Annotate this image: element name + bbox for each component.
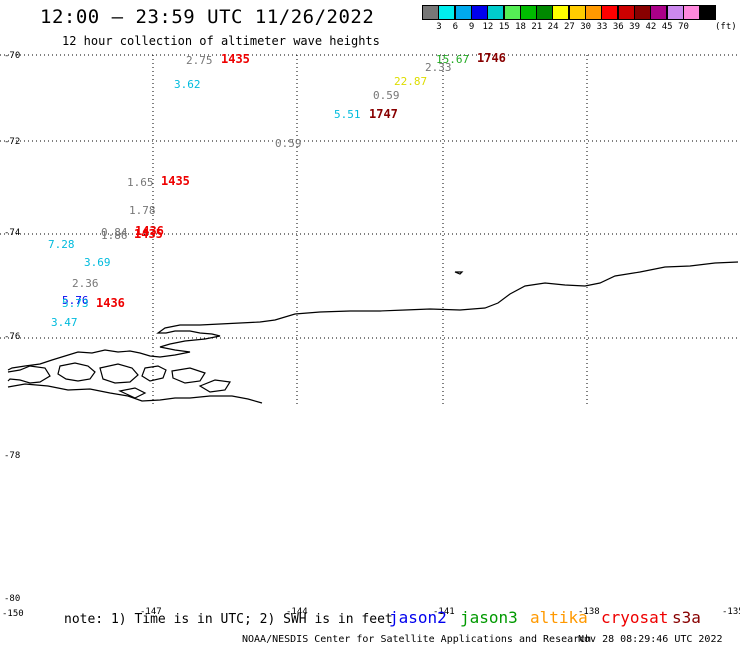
pass-time-label: 1435 xyxy=(161,174,190,188)
legend-label: 21 xyxy=(531,22,543,32)
longitude-label: -144 xyxy=(286,607,308,617)
legend-unit: (ft) xyxy=(715,22,737,32)
latitude-label: -74 xyxy=(4,228,21,238)
legend-label: 27 xyxy=(563,22,575,32)
pass-time-label: 1436 xyxy=(135,224,164,238)
pass-time-label: 1435 xyxy=(221,52,250,66)
satellite-name: jason3 xyxy=(460,608,518,627)
wave-height-value: 0.59 xyxy=(373,89,400,102)
wave-height-value: 2.33 xyxy=(425,61,452,74)
map-title: 12:00 – 23:59 UTC 11/26/2022 xyxy=(40,6,375,28)
longitude-label: -150 xyxy=(2,609,24,619)
legend-label: 3 xyxy=(436,22,442,32)
wave-height-value: 1.78 xyxy=(129,204,156,217)
satellite-name: cryosat xyxy=(601,608,669,627)
legend-label: 36 xyxy=(612,22,624,32)
wave-height-value: 5.76 xyxy=(62,294,89,307)
satellite-name: altika xyxy=(530,608,588,627)
footer-note: note: 1) Time is in UTC; 2) SWH is in fe… xyxy=(64,612,393,627)
wave-height-value: 22.87 xyxy=(394,75,428,88)
legend-label: 18 xyxy=(515,22,526,32)
generated-timestamp: Nov 28 08:29:46 UTC 2022 xyxy=(578,634,723,645)
wave-height-value: 3.69 xyxy=(84,256,111,269)
wave-height-value: 5.51 xyxy=(334,108,361,121)
wave-height-value: 3.47 xyxy=(51,316,78,329)
wave-height-value: 2.75 xyxy=(186,54,213,67)
latitude-label: -80 xyxy=(4,594,21,604)
satellite-name: jason2 xyxy=(389,608,447,627)
legend-label: 24 xyxy=(547,22,559,32)
legend-swatch xyxy=(699,5,717,20)
longitude-label: -135 xyxy=(722,607,740,617)
latitude-label: -76 xyxy=(4,332,21,342)
legend-label: 30 xyxy=(580,22,592,32)
wave-height-value: 5.73 xyxy=(62,297,89,310)
legend-label: 45 xyxy=(661,22,673,32)
legend-label: 6 xyxy=(452,22,458,32)
legend-label: 33 xyxy=(596,22,608,32)
coastline xyxy=(7,261,739,404)
legend-label: 12 xyxy=(482,22,494,32)
credit-line: NOAA/NESDIS Center for Satellite Applica… xyxy=(242,634,592,645)
wave-height-value: 0.59 xyxy=(275,137,302,150)
wave-height-value: 7.28 xyxy=(48,238,75,251)
pass-time-label: 1435 xyxy=(134,227,163,241)
satellite-name: s3a xyxy=(672,608,701,627)
legend-label: 9 xyxy=(468,22,475,32)
longitude-label: -147 xyxy=(140,607,162,617)
latitude-label: -72 xyxy=(4,137,21,147)
longitude-label: -141 xyxy=(433,607,455,617)
pass-time-label: 1747 xyxy=(369,107,398,121)
latitude-label: -78 xyxy=(4,451,21,461)
pass-time-label: 1746 xyxy=(477,51,506,65)
pass-time-label: 1436 xyxy=(96,296,125,310)
latitude-label: -70 xyxy=(4,51,21,61)
legend-label: 70 xyxy=(678,22,689,32)
legend-label: 15 xyxy=(498,22,510,32)
wave-height-value: 0.84 xyxy=(101,226,128,239)
wave-height-value: 1.86 xyxy=(101,229,128,242)
wave-height-value: 1.65 xyxy=(127,176,154,189)
wave-height-value: 2.36 xyxy=(72,277,99,290)
wave-height-value: 15.67 xyxy=(436,53,470,66)
legend-label: 42 xyxy=(645,22,657,32)
longitude-label: -138 xyxy=(578,607,600,617)
grid-lines xyxy=(0,54,740,406)
wave-height-value: 3.62 xyxy=(174,78,201,91)
legend-label: 39 xyxy=(629,22,641,32)
map-subtitle: 12 hour collection of altimeter wave hei… xyxy=(62,34,380,48)
